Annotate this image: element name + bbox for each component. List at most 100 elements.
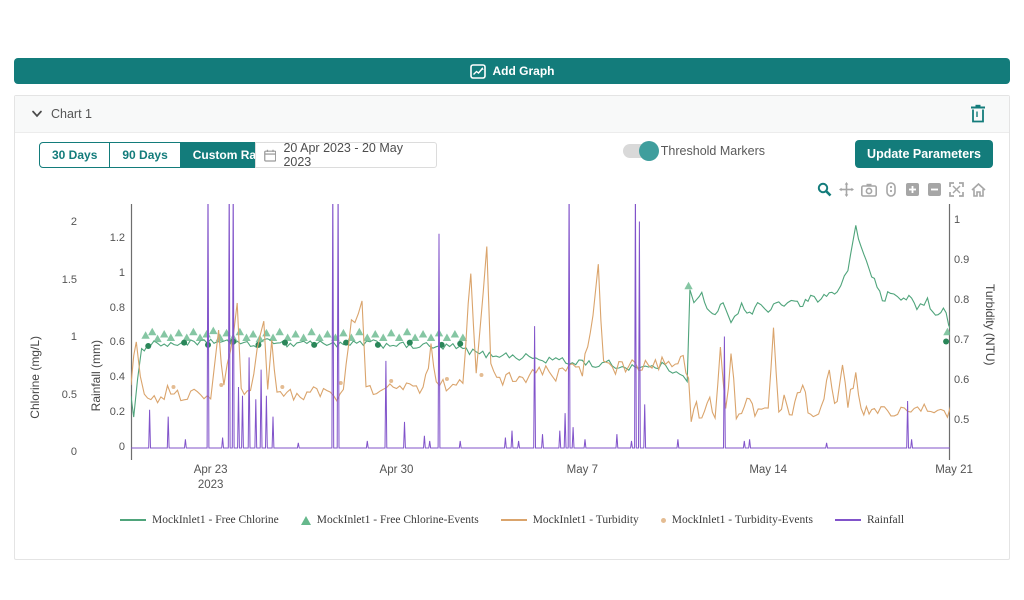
chlorine-event-marker	[148, 327, 157, 336]
legend-label: Rainfall	[866, 514, 905, 526]
chlorine-event-dot	[457, 340, 464, 347]
line-chart-icon	[469, 63, 486, 79]
legend-label: MockInlet1 - Turbidity-Events	[671, 514, 813, 526]
legend-item[interactable]: MockInlet1 - Free Chlorine	[119, 514, 279, 526]
chlorine-event-marker	[209, 326, 218, 335]
legend-item[interactable]: MockInlet1 - Turbidity	[500, 514, 639, 526]
legend-line-swatch	[834, 519, 861, 521]
chlorine-event-marker	[307, 327, 316, 336]
delete-chart-button[interactable]	[969, 104, 987, 124]
chlorine-event-marker	[355, 327, 364, 336]
chlorine-event-dot	[145, 343, 152, 350]
update-parameters-button[interactable]: Update Parameters	[855, 140, 993, 168]
chlorine-event-marker	[166, 333, 176, 341]
chlorine-event-marker	[426, 333, 436, 341]
chlorine-event-marker	[153, 334, 162, 343]
range-button-group: 30 Days 90 Days Custom Range	[39, 142, 291, 168]
legend-dot-swatch	[660, 517, 666, 523]
zoom-out-icon[interactable]	[926, 181, 943, 198]
chlorine-event-marker	[684, 281, 693, 290]
turbidity-event-marker	[219, 383, 224, 387]
chlorine-event-dot	[181, 339, 188, 346]
chlorine-event-marker	[182, 333, 191, 341]
legend-item[interactable]: MockInlet1 - Free Chlorine-Events	[300, 514, 479, 526]
tick-label: 2023	[197, 479, 224, 491]
zoom-icon[interactable]	[816, 181, 833, 198]
tick-label: 0.7	[954, 334, 970, 346]
chlorine-event-marker	[141, 331, 150, 339]
chlorine-event-marker	[323, 330, 332, 338]
trash-icon	[971, 104, 985, 123]
tick-label: 1.5	[61, 273, 77, 286]
chlorine-event-dot	[438, 341, 445, 348]
turbidity-event-marker	[171, 385, 176, 389]
range-button-30-days[interactable]: 30 Days	[39, 142, 111, 168]
legend-item[interactable]: MockInlet1 - Turbidity-Events	[660, 514, 813, 526]
chlorine-event-dot	[281, 339, 288, 346]
chlorine-event-dot	[311, 341, 318, 348]
threshold-markers-toggle[interactable]	[622, 141, 659, 161]
tick-label: 2	[70, 216, 77, 228]
turbidity-event-marker	[444, 377, 449, 381]
chlorine-event-marker	[418, 330, 428, 338]
turbidity-axis-title: Turbidity (NTU)	[983, 284, 997, 366]
chlorine-event-marker	[402, 327, 412, 336]
chlorine-event-marker	[242, 333, 251, 341]
chlorine-event-marker	[174, 328, 183, 337]
pan-icon[interactable]	[838, 181, 855, 198]
calendar-icon	[264, 149, 277, 162]
legend-triangle-swatch	[300, 515, 311, 525]
tick-label: 1.2	[109, 231, 125, 244]
turbidity-event-marker	[389, 379, 394, 383]
legend-label: MockInlet1 - Free Chlorine-Events	[316, 514, 479, 526]
series-chlorine-line	[131, 225, 950, 418]
date-range-input[interactable]: 20 Apr 2023 - 20 May 2023	[255, 141, 437, 169]
autoscale-icon[interactable]	[948, 181, 965, 198]
chlorine-event-dot	[943, 338, 950, 345]
plot-modebar	[816, 181, 987, 198]
threshold-markers-label: Threshold Markers	[660, 144, 765, 158]
tick-label: 0.9	[954, 254, 970, 266]
legend-label: MockInlet1 - Turbidity	[532, 514, 639, 526]
chlorine-event-marker	[458, 333, 468, 341]
tick-label: 1	[118, 266, 125, 279]
chart-card-header: Chart 1	[15, 96, 1009, 133]
turbidity-event-marker	[280, 385, 285, 389]
chlorine-event-marker	[262, 328, 271, 337]
chlorine-event-dot	[230, 338, 237, 345]
chevron-down-icon[interactable]	[31, 109, 43, 119]
chart-card: Chart 1 30 Days 90 Days Custom Range 20 Ap…	[14, 95, 1010, 560]
tick-label: 0	[118, 441, 125, 453]
plot-area[interactable]	[126, 201, 956, 466]
turbidity-event-marker	[479, 373, 484, 377]
legend-item[interactable]: Rainfall	[834, 514, 905, 526]
chlorine-event-marker	[347, 333, 356, 341]
chlorine-event-marker	[291, 330, 300, 338]
tick-label: Apr 23	[193, 464, 228, 476]
camera-icon[interactable]	[860, 181, 877, 198]
tick-label: 0.5	[954, 414, 970, 426]
legend-line-swatch	[500, 519, 527, 521]
tick-label: 0.5	[61, 388, 77, 401]
tick-label: 0.6	[954, 374, 970, 386]
tick-label: May 21	[935, 464, 973, 476]
legend-label: MockInlet1 - Free Chlorine	[151, 514, 279, 526]
chlorine-event-marker	[248, 330, 258, 338]
chlorine-event-marker	[379, 333, 388, 341]
home-icon[interactable]	[970, 181, 987, 198]
tick-label: Apr 30	[379, 464, 414, 476]
chlorine-event-marker	[315, 333, 324, 341]
tick-label: 0.2	[109, 406, 125, 419]
mouse-icon[interactable]	[882, 181, 899, 198]
tick-label: May 7	[566, 464, 598, 476]
range-button-90-days[interactable]: 90 Days	[110, 142, 181, 168]
chlorine-event-dot	[343, 339, 350, 346]
chlorine-event-dot	[406, 339, 413, 346]
chlorine-event-marker	[386, 328, 396, 337]
add-graph-button[interactable]: Add Graph	[14, 58, 1010, 84]
turbidity-event-marker	[338, 381, 343, 385]
add-graph-label: Add Graph	[492, 64, 555, 78]
chlorine-event-marker	[450, 330, 460, 338]
chlorine-event-marker	[235, 327, 245, 336]
zoom-in-icon[interactable]	[904, 181, 921, 198]
